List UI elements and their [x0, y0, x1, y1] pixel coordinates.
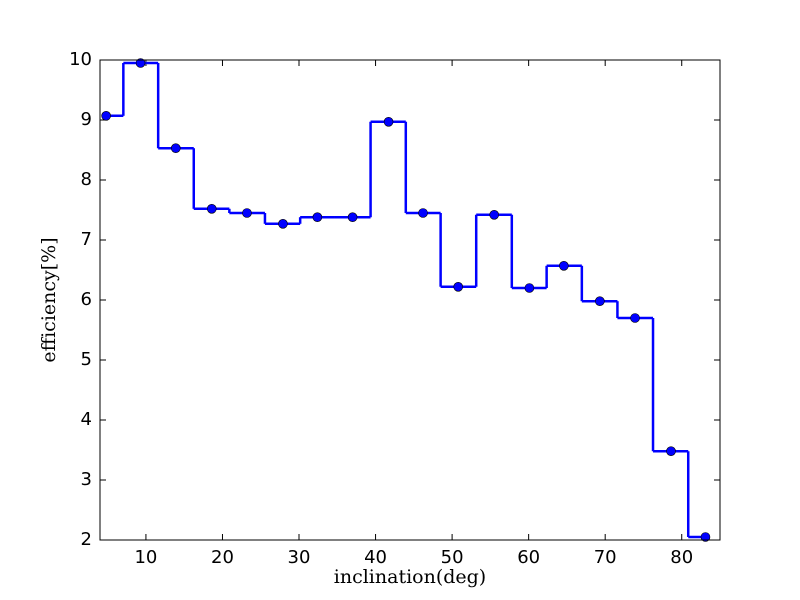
data-point: [453, 281, 464, 292]
x-tick-label: 40: [364, 547, 387, 568]
y-tick-label: 9: [81, 109, 92, 130]
x-tick-label: 20: [211, 547, 234, 568]
x-tick-label: 80: [670, 547, 693, 568]
data-point: [666, 446, 676, 457]
y-tick-label: 10: [69, 49, 92, 70]
data-point: [101, 111, 111, 121]
x-tick-label: 60: [517, 547, 540, 568]
data-point: [524, 283, 535, 293]
x-tick-label: 30: [288, 547, 311, 568]
data-point: [383, 117, 394, 127]
y-tick-label: 8: [81, 169, 92, 190]
data-point: [489, 210, 499, 220]
data-point: [135, 58, 146, 68]
y-tick-label: 4: [81, 409, 92, 430]
plot-frame: [99, 59, 721, 541]
data-point: [559, 260, 569, 271]
data-point: [312, 212, 323, 222]
data-point: [206, 204, 217, 214]
data-point: [242, 208, 252, 218]
y-tick-label: 5: [81, 349, 92, 370]
data-point: [170, 143, 181, 153]
y-tick-label: 7: [81, 229, 92, 250]
y-tick-label: 2: [81, 529, 92, 550]
data-point: [595, 296, 605, 307]
data-point: [700, 532, 711, 542]
x-tick-label: 70: [594, 547, 617, 568]
y-tick-label: 6: [81, 289, 92, 310]
y-axis-label: efficiency[%]: [38, 237, 60, 362]
y-tick-label: 3: [81, 469, 92, 490]
data-point: [347, 212, 358, 222]
x-tick-label: 50: [441, 547, 464, 568]
data-point: [630, 313, 640, 323]
data-point: [418, 208, 428, 218]
x-tick-label: 10: [134, 547, 157, 568]
x-axis-label: inclination(deg): [334, 566, 486, 588]
data-point: [278, 219, 288, 229]
